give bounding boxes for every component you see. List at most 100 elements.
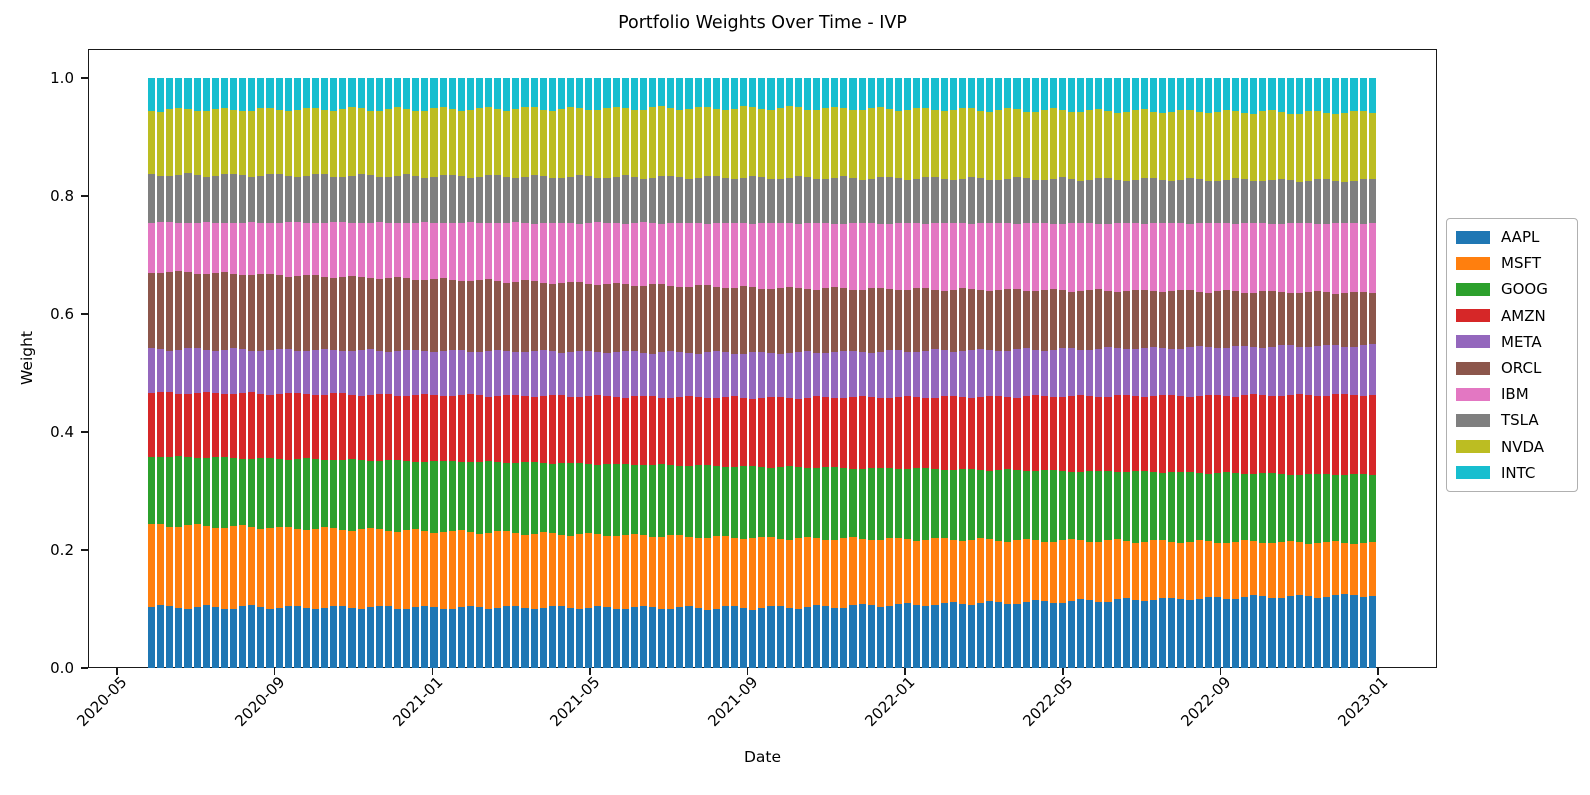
- bar-segment-goog: [794, 466, 802, 539]
- bar-segment-goog: [1323, 474, 1331, 542]
- bar-segment-goog: [785, 466, 793, 540]
- bar-segment-msft: [193, 524, 201, 607]
- bar-segment-meta: [1095, 348, 1103, 398]
- bar-segment-ibm: [967, 223, 975, 289]
- x-tick-label: 2022-01: [861, 673, 919, 731]
- bar-segment-msft: [393, 531, 402, 609]
- bar-segment-msft: [293, 528, 301, 606]
- bar-segment-ibm: [1222, 223, 1231, 291]
- stacked-bar: [393, 78, 402, 668]
- bar-segment-intc: [694, 78, 702, 107]
- bar-segment-ibm: [311, 223, 320, 275]
- bar-segment-goog: [1341, 474, 1349, 543]
- bar-segment-intc: [384, 78, 392, 109]
- bar-segment-intc: [485, 78, 493, 108]
- bar-segment-ibm: [166, 222, 174, 272]
- bar-segment-amzn: [1022, 396, 1030, 471]
- bar-segment-aapl: [940, 602, 948, 668]
- bar-segment-tsla: [366, 175, 374, 223]
- bar-segment-intc: [220, 78, 228, 108]
- bar-segment-nvda: [1049, 108, 1057, 179]
- bar-segment-amzn: [1222, 396, 1231, 473]
- bar-segment-intc: [1259, 78, 1267, 112]
- bar-segment-nvda: [485, 107, 493, 176]
- bar-segment-nvda: [712, 108, 720, 177]
- bar-segment-ibm: [1168, 222, 1176, 292]
- bar-segment-meta: [503, 350, 511, 395]
- bar-segment-tsla: [749, 176, 757, 224]
- bar-segment-amzn: [649, 396, 657, 465]
- bar-segment-ibm: [1131, 223, 1139, 290]
- bar-segment-goog: [1140, 471, 1149, 542]
- y-tick-mark: [81, 549, 88, 551]
- bar-segment-meta: [339, 351, 347, 394]
- bar-segment-aapl: [220, 608, 228, 668]
- bar-segment-meta: [731, 353, 739, 397]
- bar-segment-meta: [639, 352, 648, 396]
- bar-segment-nvda: [202, 111, 210, 177]
- bar-segment-meta: [767, 352, 775, 397]
- bar-segment-meta: [794, 351, 802, 399]
- stacked-bar: [1295, 78, 1303, 668]
- stacked-bar: [239, 78, 247, 668]
- stacked-bar: [293, 78, 301, 668]
- bar-segment-intc: [1077, 78, 1085, 112]
- bar-segment-ibm: [393, 223, 402, 277]
- bar-segment-orcl: [885, 288, 893, 351]
- bar-segment-nvda: [1040, 109, 1048, 181]
- bar-segment-nvda: [284, 111, 292, 176]
- bar-segment-aapl: [1341, 593, 1349, 668]
- bar-segment-ibm: [1314, 223, 1322, 291]
- bar-segment-meta: [1323, 344, 1331, 396]
- bar-segment-msft: [794, 538, 802, 609]
- bar-segment-goog: [1122, 472, 1130, 542]
- bar-segment-aapl: [1086, 600, 1094, 668]
- bar-segment-ibm: [157, 222, 165, 274]
- bar-segment-amzn: [721, 396, 729, 467]
- bar-segment-meta: [1222, 347, 1231, 397]
- bar-segment-ibm: [548, 222, 556, 284]
- bar-segment-amzn: [1332, 394, 1340, 476]
- legend-entry: META: [1456, 329, 1577, 354]
- legend: AAPL MSFT GOOG AMZN META ORCL IBM TSLA NVDA INTC: [1446, 218, 1578, 492]
- bar-segment-aapl: [949, 602, 957, 668]
- bar-segment-ibm: [794, 223, 802, 288]
- bar-segment-tsla: [585, 176, 593, 224]
- bar-segment-amzn: [485, 396, 493, 462]
- bar-segment-nvda: [995, 109, 1003, 181]
- bar-segment-meta: [858, 352, 866, 397]
- bar-segment-aapl: [630, 607, 638, 668]
- bar-segment-orcl: [1186, 290, 1194, 347]
- bar-segment-meta: [776, 353, 784, 397]
- bar-segment-goog: [557, 463, 566, 535]
- bar-segment-tsla: [694, 178, 702, 224]
- bar-segment-intc: [466, 78, 474, 110]
- bar-segment-orcl: [949, 289, 957, 352]
- bar-segment-msft: [1049, 541, 1057, 603]
- bar-segment-goog: [1004, 469, 1012, 542]
- bar-segment-msft: [448, 530, 456, 609]
- bar-segment-meta: [840, 350, 848, 399]
- bar-segment-tsla: [840, 176, 848, 224]
- bar-segment-nvda: [603, 108, 611, 179]
- bar-segment-orcl: [1314, 291, 1322, 346]
- bar-segment-meta: [976, 348, 985, 397]
- bar-segment-orcl: [421, 280, 429, 352]
- bar-segment-msft: [1195, 540, 1203, 599]
- bar-segment-msft: [867, 540, 875, 605]
- bar-segment-ibm: [630, 222, 638, 286]
- bar-segment-ibm: [1122, 222, 1130, 292]
- bar-segment-nvda: [494, 109, 502, 176]
- bar-segment-ibm: [257, 222, 265, 274]
- stacked-bar: [885, 78, 893, 668]
- bar-segment-goog: [922, 468, 930, 541]
- bar-segment-tsla: [1058, 177, 1067, 224]
- bar-segment-aapl: [976, 603, 985, 668]
- bar-segment-orcl: [202, 274, 210, 350]
- bar-segment-ibm: [494, 223, 502, 282]
- bar-segment-amzn: [1131, 395, 1139, 472]
- bar-segment-nvda: [321, 110, 329, 175]
- bar-segment-goog: [849, 468, 857, 538]
- bar-segment-ibm: [1277, 223, 1285, 292]
- bar-segment-amzn: [1277, 396, 1285, 474]
